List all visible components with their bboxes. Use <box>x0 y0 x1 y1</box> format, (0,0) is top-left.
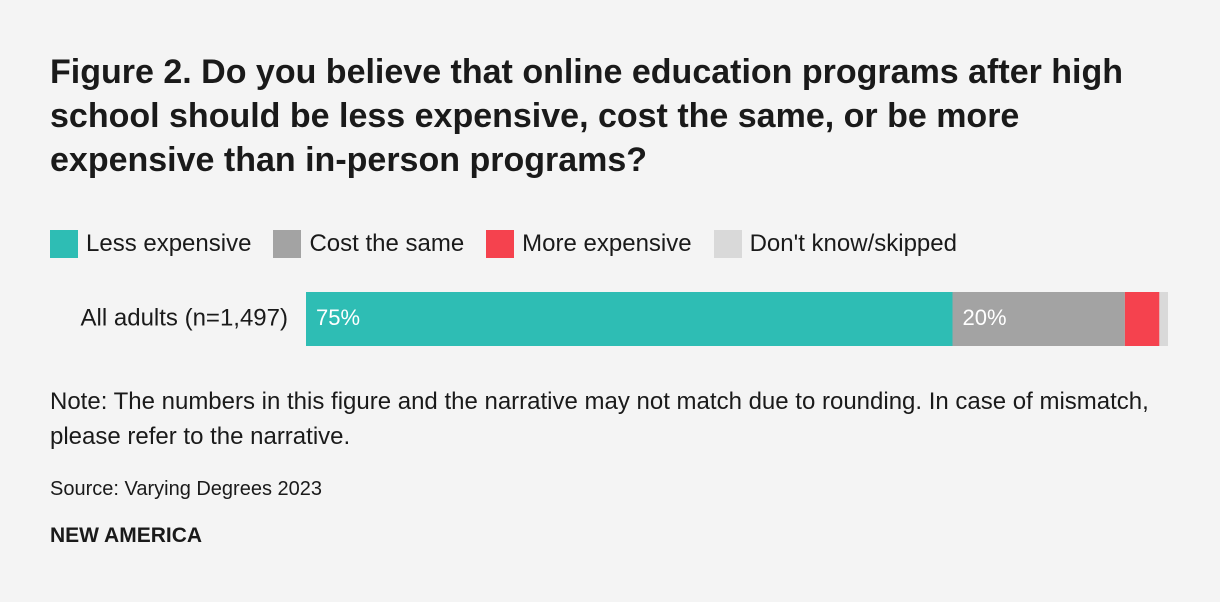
legend-label: More expensive <box>522 230 692 257</box>
legend-label: Cost the same <box>309 230 465 257</box>
legend: Less expensive Cost the same More expensiv… <box>50 230 957 258</box>
legend-item: More expensive <box>486 230 692 258</box>
bar-segment <box>1124 292 1160 346</box>
legend-label: Less expensive <box>86 230 252 257</box>
bar-segment <box>1159 292 1168 346</box>
legend-swatch <box>713 230 742 258</box>
chart-title: Figure 2. Do you believe that online edu… <box>50 53 1124 179</box>
value-label: 75% <box>316 305 360 330</box>
legend-item: Don't know/skipped <box>713 230 957 258</box>
value-label: 20% <box>963 305 1007 330</box>
category-label: All adults (n=1,497) <box>81 304 288 331</box>
bar-segment <box>306 292 953 346</box>
bar-segment <box>952 292 1125 346</box>
brand: NEW AMERICA <box>50 524 203 547</box>
note: Note: The numbers in this figure and the… <box>50 388 1149 450</box>
legend-item: Cost the same <box>273 230 464 258</box>
source: Source: Varying Degrees 2023 <box>50 478 323 500</box>
legend-item: Less expensive <box>50 230 251 258</box>
chart: All adults (n=1,497) 75% 20% <box>81 292 1168 346</box>
legend-swatch <box>273 230 302 258</box>
legend-swatch <box>486 230 515 258</box>
legend-swatch <box>50 230 78 258</box>
legend-label: Don't know/skipped <box>749 230 957 257</box>
